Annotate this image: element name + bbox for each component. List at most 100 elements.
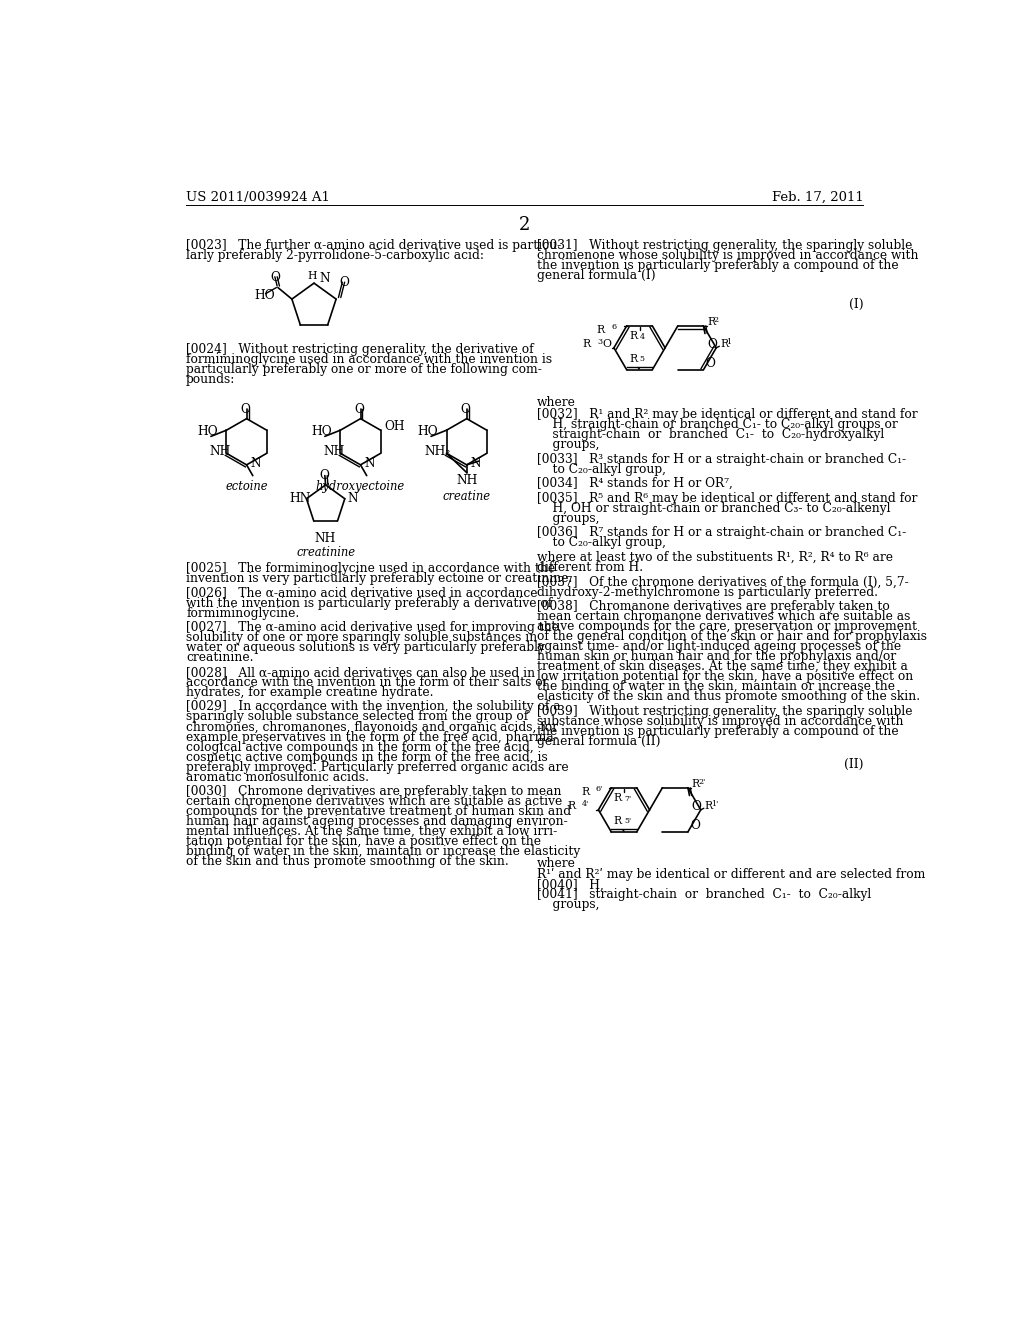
Text: cological active compounds in the form of the free acid,: cological active compounds in the form o…	[186, 741, 534, 754]
Text: hydrates, for example creatine hydrate.: hydrates, for example creatine hydrate.	[186, 686, 433, 698]
Text: N: N	[251, 457, 261, 470]
Text: 3: 3	[597, 338, 602, 346]
Text: straight-chain  or  branched  C₁-  to  C₂₀-hydroxyalkyl: straight-chain or branched C₁- to C₂₀-hy…	[538, 428, 885, 441]
Text: R: R	[705, 801, 713, 810]
Text: O: O	[692, 800, 701, 813]
Text: general formula (I): general formula (I)	[538, 269, 655, 282]
Text: mean certain chromanone derivatives which are suitable as: mean certain chromanone derivatives whic…	[538, 610, 910, 623]
Text: [0027]   The α-amino acid derivative used for improving the: [0027] The α-amino acid derivative used …	[186, 622, 559, 634]
Text: NH: NH	[315, 532, 336, 545]
Text: OH: OH	[384, 420, 406, 433]
Text: formiminoglycine used in accordance with the invention is: formiminoglycine used in accordance with…	[186, 354, 552, 366]
Text: R: R	[720, 339, 728, 348]
Text: [0026]   The α-amino acid derivative used in accordance: [0026] The α-amino acid derivative used …	[186, 586, 538, 599]
Text: R: R	[582, 787, 590, 797]
Text: O: O	[240, 404, 250, 416]
Text: N: N	[365, 457, 375, 470]
Text: elasticity of the skin and thus promote smoothing of the skin.: elasticity of the skin and thus promote …	[538, 690, 921, 704]
Text: compounds for the preventative treatment of human skin and: compounds for the preventative treatment…	[186, 805, 571, 818]
Text: O: O	[270, 271, 281, 284]
Text: cosmetic active compounds in the form of the free acid, is: cosmetic active compounds in the form of…	[186, 751, 548, 763]
Text: R: R	[583, 339, 591, 348]
Text: of the general condition of the skin or hair and for prophylaxis: of the general condition of the skin or …	[538, 631, 927, 643]
Text: (II): (II)	[844, 758, 863, 771]
Text: [0025]   The formiminoglycine used in accordance with the: [0025] The formiminoglycine used in acco…	[186, 562, 555, 576]
Text: larly preferably 2-pyrrolidone-5-carboxylic acid:: larly preferably 2-pyrrolidone-5-carboxy…	[186, 249, 484, 263]
Text: formiminoglycine.: formiminoglycine.	[186, 607, 299, 619]
Text: R¹ʹ and R²ʹ may be identical or different and are selected from: R¹ʹ and R²ʹ may be identical or differen…	[538, 869, 926, 882]
Text: [0038]   Chromanone derivatives are preferably taken to: [0038] Chromanone derivatives are prefer…	[538, 601, 890, 614]
Text: with the invention is particularly preferably a derivative of: with the invention is particularly prefe…	[186, 597, 552, 610]
Text: 6': 6'	[596, 785, 603, 793]
Text: NH: NH	[456, 474, 477, 487]
Text: tation potential for the skin, have a positive effect on the: tation potential for the skin, have a po…	[186, 836, 541, 849]
Text: NH: NH	[324, 445, 345, 458]
Text: the invention is particularly preferably a compound of the: the invention is particularly preferably…	[538, 725, 899, 738]
Text: [0039]   Without restricting generality, the sparingly soluble: [0039] Without restricting generality, t…	[538, 705, 912, 718]
Text: where: where	[538, 396, 577, 409]
Text: [0033]   R³ stands for H or a straight-chain or branched C₁-: [0033] R³ stands for H or a straight-cha…	[538, 453, 906, 466]
Text: against time- and/or light-induced ageing processes of the: against time- and/or light-induced agein…	[538, 640, 901, 653]
Text: H, straight-chain or branched C₁- to C₂₀-alkyl groups or: H, straight-chain or branched C₁- to C₂₀…	[538, 418, 898, 430]
Text: 2: 2	[519, 216, 530, 234]
Text: 5: 5	[640, 355, 644, 363]
Text: [0024]   Without restricting generality, the derivative of: [0024] Without restricting generality, t…	[186, 343, 534, 356]
Text: [0031]   Without restricting generality, the sparingly soluble: [0031] Without restricting generality, t…	[538, 239, 912, 252]
Text: R: R	[597, 325, 605, 335]
Text: O: O	[339, 276, 349, 289]
Text: 4': 4'	[582, 800, 589, 808]
Text: O: O	[708, 338, 717, 351]
Text: general formula (II): general formula (II)	[538, 735, 660, 748]
Text: certain chromenone derivatives which are suitable as active: certain chromenone derivatives which are…	[186, 795, 562, 808]
Text: H, OH or straight-chain or branched C₃- to C₂₀-alkenyl: H, OH or straight-chain or branched C₃- …	[538, 502, 891, 515]
Text: N: N	[348, 492, 358, 506]
Text: [0035]   R⁵ and R⁶ may be identical or different and stand for: [0035] R⁵ and R⁶ may be identical or dif…	[538, 492, 918, 504]
Text: creatinine: creatinine	[296, 546, 355, 560]
Text: where at least two of the substituents R¹, R², R⁴ to R⁶ are: where at least two of the substituents R…	[538, 552, 893, 564]
Text: R: R	[629, 355, 637, 364]
Text: [0032]   R¹ and R² may be identical or different and stand for: [0032] R¹ and R² may be identical or dif…	[538, 408, 918, 421]
Text: [0028]   All α-amino acid derivatives can also be used in: [0028] All α-amino acid derivatives can …	[186, 665, 536, 678]
Text: to C₂₀-alkyl group,: to C₂₀-alkyl group,	[538, 536, 667, 549]
Text: R: R	[567, 801, 575, 810]
Text: 1: 1	[726, 338, 731, 346]
Text: N: N	[471, 457, 481, 470]
Text: HO: HO	[417, 425, 437, 438]
Text: (I): (I)	[849, 298, 863, 310]
Text: [0029]   In accordance with the invention, the solubility of a: [0029] In accordance with the invention,…	[186, 701, 561, 714]
Text: [0023]   The further α-amino acid derivative used is particu-: [0023] The further α-amino acid derivati…	[186, 239, 561, 252]
Text: 2: 2	[714, 315, 719, 323]
Text: creatine: creatine	[442, 490, 490, 503]
Text: to C₂₀-alkyl group,: to C₂₀-alkyl group,	[538, 462, 667, 475]
Text: HO: HO	[311, 425, 332, 438]
Text: R: R	[692, 779, 700, 789]
Text: 4: 4	[640, 333, 645, 341]
Text: O: O	[602, 339, 611, 348]
Text: NH₂: NH₂	[425, 445, 452, 458]
Text: different from H.: different from H.	[538, 561, 643, 574]
Text: example preservatives in the form of the free acid, pharma-: example preservatives in the form of the…	[186, 730, 558, 743]
Text: human hair against ageing processes and damaging environ-: human hair against ageing processes and …	[186, 816, 568, 828]
Text: 7': 7'	[624, 795, 631, 803]
Text: active compounds for the care, preservation or improvement: active compounds for the care, preservat…	[538, 620, 918, 634]
Text: N: N	[319, 272, 330, 285]
Text: invention is very particularly preferably ectoine or creatinine.: invention is very particularly preferabl…	[186, 572, 572, 585]
Text: binding of water in the skin, maintain or increase the elasticity: binding of water in the skin, maintain o…	[186, 845, 581, 858]
Text: human skin or human hair and for the prophylaxis and/or: human skin or human hair and for the pro…	[538, 651, 896, 664]
Text: [0034]   R⁴ stands for H or OR⁷,: [0034] R⁴ stands for H or OR⁷,	[538, 478, 733, 490]
Text: O: O	[706, 358, 716, 370]
Text: R: R	[708, 317, 716, 327]
Text: preferably improved. Particularly preferred organic acids are: preferably improved. Particularly prefer…	[186, 760, 568, 774]
Text: chromenone whose solubility is improved in accordance with: chromenone whose solubility is improved …	[538, 249, 919, 263]
Text: HO: HO	[197, 425, 218, 438]
Text: [0037]   Of the chromone derivatives of the formula (I), 5,7-: [0037] Of the chromone derivatives of th…	[538, 576, 909, 589]
Text: O: O	[319, 470, 329, 483]
Text: ectoine: ectoine	[225, 480, 268, 494]
Text: solubility of one or more sparingly soluble substances in: solubility of one or more sparingly solu…	[186, 631, 538, 644]
Text: [0036]   R⁷ stands for H or a straight-chain or branched C₁-: [0036] R⁷ stands for H or a straight-cha…	[538, 527, 906, 540]
Text: R: R	[613, 817, 622, 826]
Text: 6: 6	[611, 323, 616, 331]
Text: US 2011/0039924 A1: US 2011/0039924 A1	[186, 190, 330, 203]
Text: 5': 5'	[624, 817, 631, 825]
Text: substance whose solubility is improved in accordance with: substance whose solubility is improved i…	[538, 715, 904, 729]
